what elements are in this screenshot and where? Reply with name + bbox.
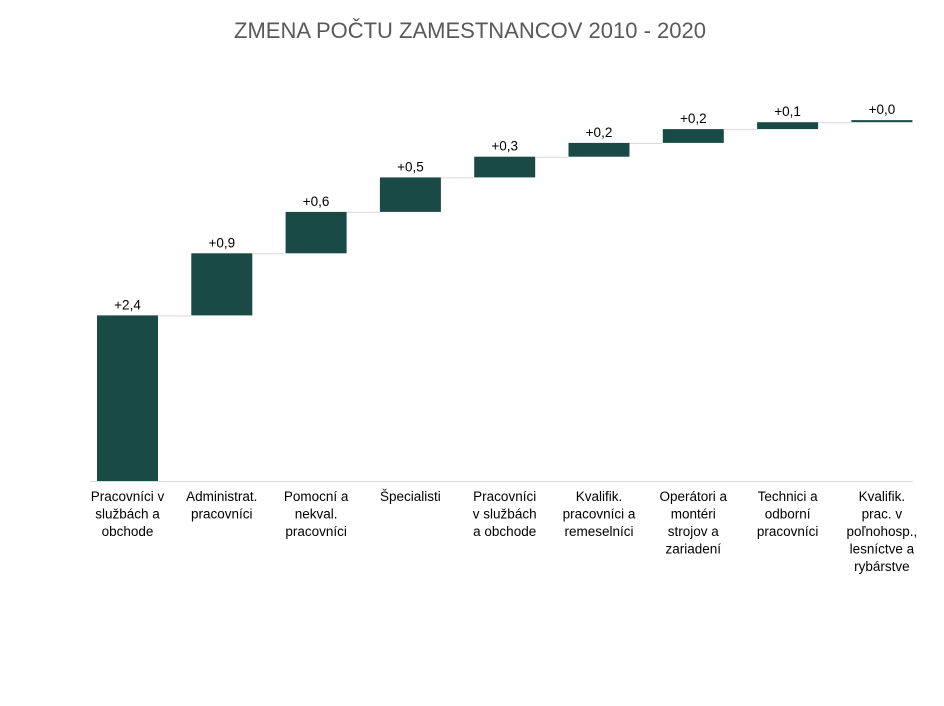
data-label: +0,1 (774, 104, 801, 119)
category-label: Pracovníci v službách a obchode (473, 489, 537, 539)
data-label: +0,2 (586, 125, 613, 140)
category-label-line: lesníctve a (850, 542, 915, 557)
category-label-line: nekval. (295, 507, 338, 522)
category-label: Špecialisti (380, 489, 441, 504)
data-label: +0,0 (869, 102, 896, 117)
category-label-line: montéri (671, 507, 716, 522)
category-label-line: a obchode (473, 524, 536, 539)
bar-8 (757, 122, 819, 130)
bar-4 (379, 177, 441, 212)
bar-6 (568, 142, 630, 157)
data-label: +0,6 (303, 194, 330, 209)
category-label: Kvalifik. prac. v poľnohosp., lesníctve a ry… (847, 489, 918, 574)
data-label: +0,5 (397, 159, 424, 174)
category-label-line: Pracovníci v (91, 489, 165, 504)
category-label: Technici a odborní pracovníci (757, 489, 819, 539)
bar-5 (474, 156, 536, 178)
category-label-line: zariadení (666, 542, 722, 557)
category-label-line: obchode (102, 524, 154, 539)
category-label-line: Operátori a (660, 489, 728, 504)
category-label-line: pracovníci (191, 507, 253, 522)
category-label: Operátori a montéri strojov a zariadení (660, 489, 728, 557)
chart-title: ZMENA POČTU ZAMESTNANCOV 2010 - 2020 (234, 18, 706, 43)
bar-1 (97, 315, 158, 481)
category-label: Pracovníci v službách a obchode (91, 489, 165, 539)
category-label-line: remeselníci (564, 524, 633, 539)
category-label-line: pracovníci (285, 524, 347, 539)
category-label-line: službách a (95, 507, 160, 522)
bar-9 (851, 120, 913, 123)
category-label: Kvalifik. pracovníci a remeselníci (563, 489, 636, 539)
plot-area: +2,4 Pracovníci v službách a obchode +0,9 Adm… (90, 102, 917, 574)
category-label-line: Špecialisti (380, 489, 441, 504)
category-label-line: pracovníci (757, 524, 819, 539)
category-label: Pomocní a nekval. pracovníci (284, 489, 349, 539)
category-label-line: Kvalifik. (576, 489, 623, 504)
category-label-line: Pracovníci (473, 489, 536, 504)
category-label: Administrat. pracovníci (186, 489, 257, 522)
category-label-line: rybárstve (854, 559, 910, 574)
category-label-line: Administrat. (186, 489, 257, 504)
category-label-line: poľnohosp., (847, 524, 918, 539)
category-label-line: odborní (765, 507, 811, 522)
category-label-line: strojov a (668, 524, 720, 539)
category-label-line: Kvalifik. (859, 489, 906, 504)
bar-2 (191, 253, 253, 316)
data-label: +0,2 (680, 111, 707, 126)
category-label-line: v službách (473, 507, 537, 522)
data-label: +2,4 (114, 297, 141, 312)
category-label-line: prac. v (862, 507, 903, 522)
bar-3 (285, 211, 347, 254)
category-label-line: Technici a (758, 489, 819, 504)
category-label-line: Pomocní a (284, 489, 349, 504)
category-label-line: pracovníci a (563, 507, 636, 522)
data-label: +0,3 (491, 139, 518, 154)
data-label: +0,9 (208, 235, 235, 250)
bar-7 (662, 129, 724, 143)
